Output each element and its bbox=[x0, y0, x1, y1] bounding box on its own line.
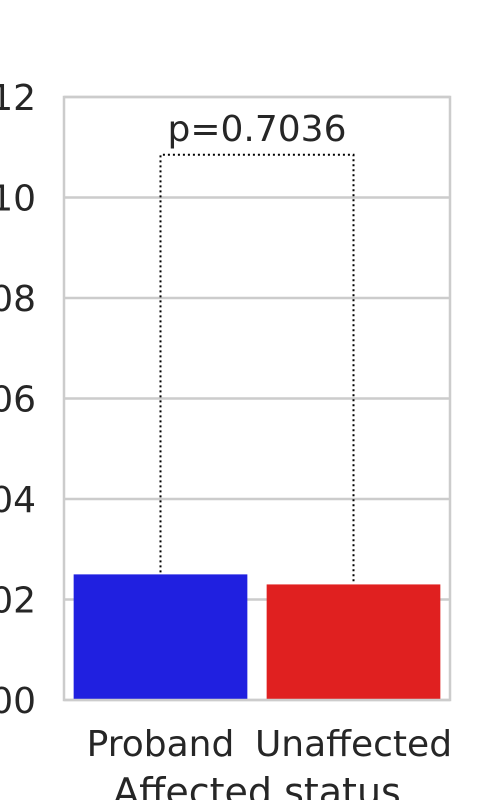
x-axis-title: Affected status bbox=[113, 770, 401, 800]
y-tick-label: 08 bbox=[0, 279, 36, 320]
x-tick-label: Unaffected bbox=[255, 724, 452, 765]
x-tick-label: Proband bbox=[87, 724, 235, 765]
y-tick-label: 00 bbox=[0, 681, 36, 722]
y-tick-label: 10 bbox=[0, 179, 36, 220]
p-value-label: p=0.7036 bbox=[168, 109, 347, 150]
y-tick-label: 12 bbox=[0, 78, 36, 119]
bars bbox=[73, 574, 441, 700]
bar-unaffected bbox=[266, 584, 441, 700]
y-tick-labels: 00 02 04 06 08 10 12 bbox=[0, 78, 36, 722]
y-tick-label: 04 bbox=[0, 480, 36, 521]
plot-frame bbox=[62, 95, 452, 702]
x-tick-labels: Proband Unaffected bbox=[87, 724, 452, 765]
y-tick-label: 02 bbox=[0, 581, 36, 622]
bar-proband bbox=[73, 574, 248, 700]
y-tick-label: 06 bbox=[0, 380, 36, 421]
